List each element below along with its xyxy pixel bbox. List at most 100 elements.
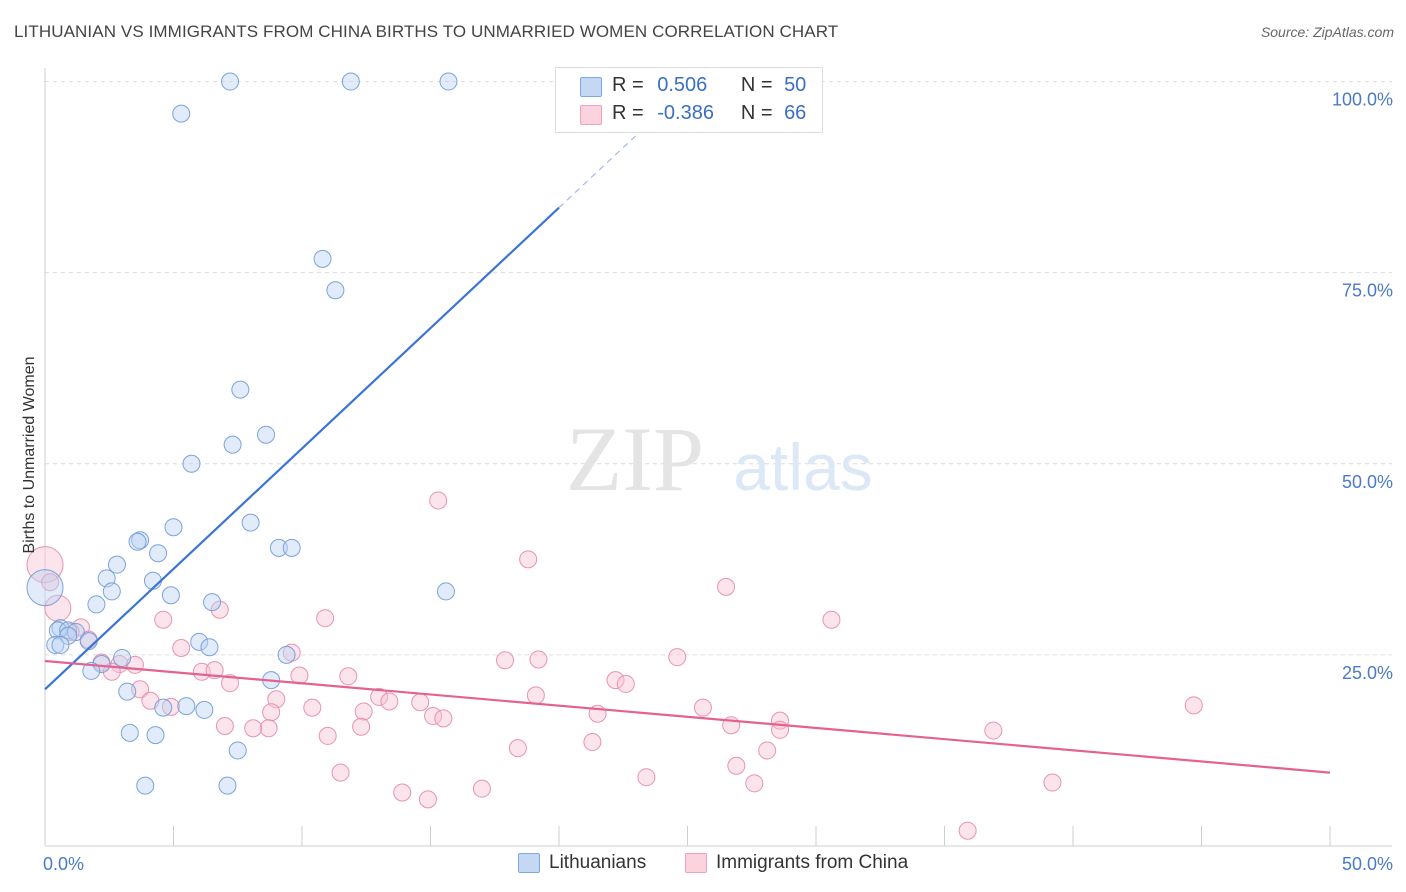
china-point <box>472 779 491 798</box>
lithuanian-point <box>164 518 183 537</box>
lithuanian-point <box>190 632 209 651</box>
legend-r-value: 0.506 <box>657 74 708 96</box>
lithuanian-point <box>182 454 201 473</box>
china-point <box>616 674 635 693</box>
lithuanian-point <box>436 582 455 601</box>
lithuanian-point <box>59 621 78 640</box>
lithuanian-point <box>439 72 458 91</box>
x-tick-label: 50.0% <box>1342 854 1393 874</box>
lithuanian-trend-line <box>44 206 560 691</box>
trend-lines <box>44 122 1331 774</box>
y-tick-label: 75.0% <box>1342 281 1393 301</box>
lithuanian-point <box>149 544 168 563</box>
lithuanian-point <box>46 635 65 654</box>
watermark: ZIP atlas <box>566 408 873 510</box>
china-point <box>215 716 234 735</box>
lithuanian-points <box>26 72 458 795</box>
china-point <box>339 667 358 686</box>
china-point <box>496 651 515 670</box>
y-axis-label: Births to Unmarried Women <box>21 356 38 553</box>
tick-labels: 25.0% 50.0% 75.0% 100.0% 0.0% 50.0% <box>43 90 1393 874</box>
china-point <box>393 783 412 802</box>
legend-label-lithuanians: Lithuanians <box>549 852 647 873</box>
china-point <box>727 756 746 775</box>
lithuanian-point <box>51 635 70 654</box>
lithuanian-point <box>59 626 78 645</box>
lithuanian-point <box>161 586 180 605</box>
legend-n-value: 66 <box>784 102 807 124</box>
china-point <box>259 719 278 738</box>
lithuanian-point <box>26 569 64 607</box>
lithuanian-point <box>282 538 301 557</box>
legend-r-label: R = <box>612 102 644 124</box>
china-point <box>745 774 764 793</box>
legend-swatch-lithuanians <box>518 853 540 873</box>
legend-r-label: R = <box>612 74 644 96</box>
china-point <box>984 721 1003 740</box>
legend-r-value: -0.386 <box>657 102 714 124</box>
china-point <box>693 698 712 717</box>
axes <box>44 68 1392 847</box>
lithuanian-point <box>200 638 219 657</box>
china-point <box>958 821 977 840</box>
china-point <box>172 639 191 658</box>
china-point <box>161 697 180 716</box>
legend-swatch-lithuanians <box>580 77 602 97</box>
lithuanian-point <box>48 621 67 640</box>
china-point <box>519 550 538 569</box>
china-point <box>429 491 448 510</box>
lithuanian-point <box>113 648 132 667</box>
lithuanian-point <box>102 582 121 601</box>
china-point <box>411 693 430 712</box>
lithuanian-point <box>313 249 332 268</box>
china-point <box>717 577 736 596</box>
legend-n-label: N = <box>740 102 773 124</box>
china-point <box>606 671 625 690</box>
lithuanian-point <box>195 700 214 719</box>
lithuanian-point <box>221 72 240 91</box>
lithuanian-point <box>172 104 191 123</box>
lithuanian-point <box>326 281 345 300</box>
china-point <box>380 692 399 711</box>
china-point <box>303 698 322 717</box>
china-point <box>508 739 527 758</box>
lithuanian-point <box>341 72 360 91</box>
watermark-atlas: atlas <box>733 430 872 504</box>
legend-n-value: 50 <box>784 74 807 96</box>
gridlines <box>45 81 1392 656</box>
china-point <box>290 666 309 685</box>
y-tick-label: 50.0% <box>1342 472 1393 492</box>
lithuanian-point <box>241 513 260 532</box>
china-point <box>758 741 777 760</box>
lithuanian-point <box>218 776 237 795</box>
china-point <box>822 610 841 629</box>
lithuanian-point <box>107 555 126 574</box>
x-tick-label: 0.0% <box>43 854 84 874</box>
china-point <box>354 702 373 721</box>
china-point <box>44 594 72 622</box>
china-point <box>26 546 64 584</box>
lithuanian-point <box>269 538 288 557</box>
chart-title: LITHUANIAN VS IMMIGRANTS FROM CHINA BIRT… <box>14 22 839 41</box>
china-point <box>418 790 437 809</box>
lithuanian-point <box>87 595 106 614</box>
lithuanian-point <box>231 380 250 399</box>
legend-n-label: N = <box>740 74 773 96</box>
watermark-zip: ZIP <box>566 408 704 510</box>
china-point <box>210 600 229 619</box>
lithuanian-point <box>146 726 165 745</box>
lithuanian-point <box>228 741 247 760</box>
legend-swatch-china <box>685 853 707 873</box>
lithuanian-point <box>128 532 147 551</box>
china-point <box>529 650 548 669</box>
china-point <box>668 648 687 667</box>
china-points <box>26 491 1203 840</box>
china-point <box>434 709 453 728</box>
china-point <box>244 719 263 738</box>
lithuanian-point <box>136 776 155 795</box>
china-point <box>1184 696 1203 715</box>
china-point <box>41 573 60 592</box>
lithuanian-point <box>154 698 173 717</box>
y-tick-label: 100.0% <box>1332 90 1393 110</box>
